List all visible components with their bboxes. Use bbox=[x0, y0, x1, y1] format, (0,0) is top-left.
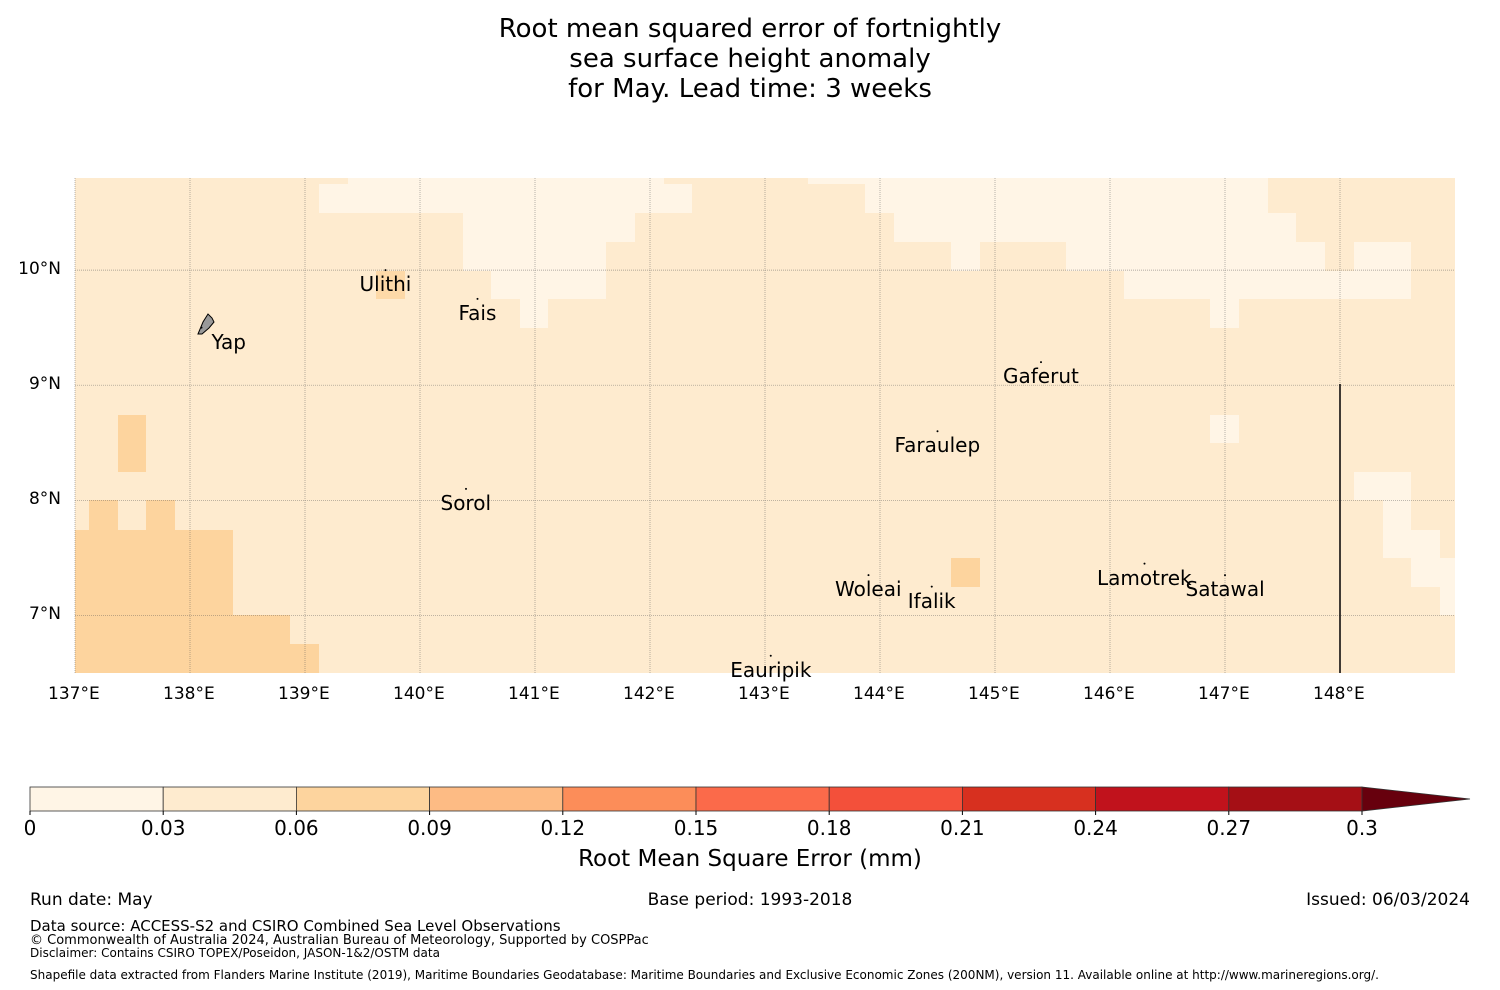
copyright-notice: © Commonwealth of Australia 2024, Austra… bbox=[30, 933, 649, 948]
colorbar-segment bbox=[1095, 786, 1230, 812]
issued-date: Issued: 06/03/2024 bbox=[1306, 890, 1470, 910]
light-patch-east-small bbox=[1210, 415, 1239, 443]
island-dot bbox=[936, 430, 939, 433]
colorbar-label: Root Mean Square Error (mm) bbox=[578, 846, 922, 872]
data-source: Data source: ACCESS-S2 and CSIRO Combine… bbox=[30, 917, 561, 935]
colorbar-tick-label: 0.03 bbox=[140, 816, 186, 840]
lon-tick-label: 140°E bbox=[393, 684, 445, 704]
title-line-2: sea surface height anomaly bbox=[569, 44, 931, 74]
lat-tick-label: 9°N bbox=[28, 374, 61, 395]
colorbar-tick-label: 0.27 bbox=[1206, 816, 1252, 840]
island-label: Satawal bbox=[1185, 577, 1265, 602]
island-dot bbox=[769, 654, 772, 657]
run-date: Run date: May bbox=[30, 890, 153, 910]
island-dot bbox=[465, 487, 467, 490]
colorbar-tick-label: 0.15 bbox=[673, 816, 719, 840]
yap-island-shape bbox=[197, 313, 215, 335]
island-dot bbox=[930, 585, 933, 588]
island-label: Fais bbox=[458, 300, 497, 325]
darker-patch-ulithi bbox=[376, 271, 405, 299]
colorbar-segment bbox=[695, 786, 830, 812]
colorbar-tick-label: 0 bbox=[23, 816, 37, 840]
island-label: Ifalik bbox=[907, 588, 956, 613]
island-label: Sorol bbox=[440, 490, 492, 515]
colorbar-segment bbox=[562, 786, 697, 812]
island-dot bbox=[1143, 562, 1146, 565]
island-dots bbox=[200, 269, 1226, 657]
darker-patch-ifalik bbox=[951, 558, 980, 587]
lon-tick-label: 145°E bbox=[968, 684, 1020, 704]
lon-tick-label: 144°E bbox=[853, 684, 905, 704]
lon-tick-label: 142°E bbox=[623, 684, 675, 704]
island-label: Faraulep bbox=[894, 433, 981, 458]
colorbar-tick-label: 0.09 bbox=[407, 816, 452, 840]
lat-tick-label: 7°N bbox=[28, 604, 61, 625]
island-dot bbox=[476, 297, 479, 300]
colorbar-tick-label: 0.24 bbox=[1073, 816, 1118, 840]
colorbar-segment bbox=[1228, 786, 1363, 812]
island-label: Gaferut bbox=[1003, 364, 1079, 389]
lon-tick-label: 146°E bbox=[1083, 684, 1135, 704]
lon-tick-label: 137°E bbox=[48, 684, 100, 704]
lat-tick-label: 8°N bbox=[28, 489, 61, 510]
colorbar-tick-label: 0.18 bbox=[806, 816, 852, 840]
colorbar-tick-label: 0.21 bbox=[940, 816, 985, 840]
lon-tick-label: 147°E bbox=[1198, 684, 1250, 704]
colorbar-segment bbox=[828, 786, 963, 812]
lon-tick-label: 139°E bbox=[278, 684, 330, 704]
colorbar-segment bbox=[962, 786, 1097, 812]
island-dot bbox=[200, 326, 203, 329]
colorbar-tick-label: 0.12 bbox=[540, 816, 586, 840]
lon-tick-label: 138°E bbox=[163, 684, 215, 704]
darker-patch-southwest bbox=[75, 500, 319, 673]
island-label: Eauripik bbox=[730, 657, 812, 682]
disclaimer: Disclaimer: Contains CSIRO TOPEX/Poseido… bbox=[30, 946, 440, 960]
lat-tick-label: 10°N bbox=[18, 259, 61, 280]
gridlines bbox=[74, 178, 1455, 673]
light-patch-north bbox=[319, 178, 692, 328]
colorbar-extend-arrow bbox=[1361, 786, 1471, 812]
island-dot bbox=[384, 269, 387, 272]
island-dot bbox=[867, 574, 870, 577]
title-line-1: Root mean squared error of fortnightly bbox=[498, 14, 1002, 44]
light-patch-northeast bbox=[808, 178, 1411, 328]
colorbar-segment bbox=[295, 786, 430, 812]
map-title: Root mean squared error of fortnightly s… bbox=[0, 14, 1500, 104]
lon-tick-label: 148°E bbox=[1313, 684, 1365, 704]
shapefile-credit: Shapefile data extracted from Flanders M… bbox=[30, 968, 1379, 982]
light-patch-east bbox=[1354, 472, 1455, 615]
base-period: Base period: 1993-2018 bbox=[647, 890, 853, 910]
colorbar-tick-label: 0.06 bbox=[274, 816, 319, 840]
island-dot bbox=[1040, 361, 1042, 364]
island-label: Woleai bbox=[835, 577, 902, 602]
island-label: Ulithi bbox=[359, 272, 412, 297]
colorbar-segment bbox=[162, 786, 297, 812]
colorbar bbox=[29, 786, 1471, 815]
darker-patch-west-1 bbox=[118, 415, 146, 472]
lon-tick-label: 141°E bbox=[508, 684, 560, 704]
island-dot bbox=[1224, 574, 1226, 577]
colorbar-segment bbox=[429, 786, 564, 812]
island-label: Yap bbox=[211, 329, 246, 354]
title-line-3: for May. Lead time: 3 weeks bbox=[568, 74, 932, 104]
colorbar-segment bbox=[29, 786, 164, 812]
lon-tick-label: 143°E bbox=[738, 684, 790, 704]
colorbar-tick-label: 0.3 bbox=[1346, 816, 1378, 840]
island-label: Lamotrek bbox=[1097, 565, 1192, 590]
